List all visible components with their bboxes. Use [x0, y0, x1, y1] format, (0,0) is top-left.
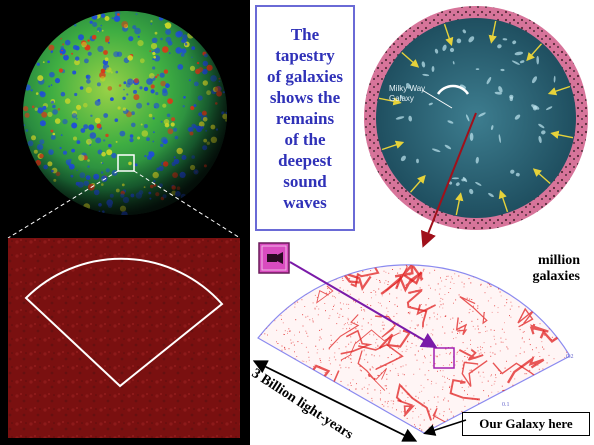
cmb-sphere	[23, 11, 227, 215]
camera-to-square-arrow	[289, 261, 438, 349]
camera-icon	[258, 242, 290, 274]
light-years-arrow	[252, 360, 418, 442]
tapestry-caption: The tapestry of galaxies shows the remai…	[266, 24, 344, 212]
our-galaxy-label: Our Galaxy here	[479, 416, 573, 431]
milky-way-marker	[436, 84, 470, 95]
survey-tick-0: 0.1	[502, 402, 510, 408]
cmb-patch	[8, 238, 240, 438]
expanding-universe-disk	[364, 6, 588, 230]
milky-way-label: Milky Way Galaxy	[389, 84, 426, 103]
our-galaxy-pointer	[423, 419, 467, 436]
survey-tick-1: 0.2	[566, 354, 574, 360]
survey-highlight-square	[433, 347, 455, 369]
zoom-square	[117, 154, 135, 172]
zoom-line-left	[7, 170, 119, 239]
cmb-panel	[0, 0, 250, 445]
disk-to-survey-arrow	[420, 112, 477, 248]
tapestry-caption-box: The tapestry of galaxies shows the remai…	[255, 5, 355, 231]
million-galaxies-label: million galaxies	[532, 253, 580, 284]
our-galaxy-box: Our Galaxy here	[462, 412, 590, 436]
patch-wedge-outline	[24, 257, 224, 388]
